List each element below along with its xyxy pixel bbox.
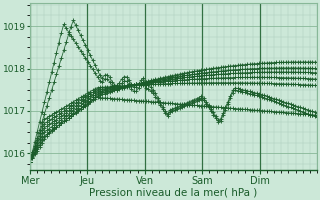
X-axis label: Pression niveau de la mer( hPa ): Pression niveau de la mer( hPa ) — [90, 187, 258, 197]
